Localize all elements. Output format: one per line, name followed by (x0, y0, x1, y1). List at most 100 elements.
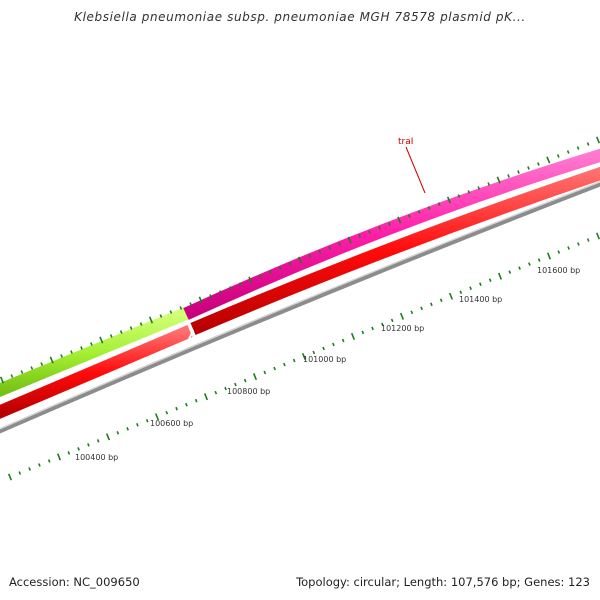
scale-tick (308, 254, 312, 258)
position-label-100800: 100800 bp (227, 387, 270, 396)
scale-tick (318, 250, 322, 254)
position-label-101400: 101400 bp (459, 295, 502, 304)
gene-forward-green (0, 306, 190, 397)
scale-tick (126, 427, 129, 431)
scale-tick (546, 156, 551, 164)
outer-scale-ticks (0, 136, 600, 384)
scale-tick (105, 433, 111, 441)
scale-tick (0, 376, 5, 384)
scale-tick (427, 206, 431, 210)
scale-tick (38, 463, 41, 467)
topology-summary-text: Topology: circular; Length: 107,576 bp; … (296, 575, 590, 589)
scale-tick (283, 362, 286, 367)
scale-tick (312, 350, 316, 355)
scale-tick (49, 356, 54, 364)
map-title: Klebsiella pneumoniae subsp. pneumoniae … (74, 10, 526, 24)
scale-tick (388, 222, 391, 226)
scale-tick (381, 322, 384, 327)
scale-tick (350, 332, 356, 340)
scale-tick (430, 302, 433, 307)
scale-tick (518, 266, 521, 270)
scale-tick (358, 234, 361, 238)
scale-tick (252, 373, 258, 381)
scale-tick (169, 310, 173, 314)
gene-reverse-red-left (0, 325, 193, 419)
scale-tick (469, 286, 472, 290)
backbone-highlight (0, 181, 600, 430)
scale-tick (420, 306, 423, 311)
scale-tick (557, 250, 561, 254)
scale-tick (488, 278, 492, 282)
scale-tick (487, 182, 491, 186)
scale-tick (70, 350, 73, 354)
scale-tick (397, 216, 402, 224)
scale-tick (80, 346, 83, 350)
scale-tick (28, 467, 31, 471)
scale-tick (368, 230, 371, 234)
gene-forward-pink-trai (183, 148, 600, 320)
scale-tick (109, 334, 113, 338)
scale-tick (154, 413, 160, 421)
scale-tick (378, 226, 381, 230)
position-label-101000: 101000 bp (303, 355, 346, 364)
backbone-line (0, 181, 600, 434)
scale-tick (567, 246, 570, 250)
scale-tick (30, 366, 34, 370)
scale-tick (347, 236, 352, 244)
scale-tick (371, 326, 374, 331)
gene-boundary-notch (187, 321, 195, 340)
scale-tick (517, 170, 520, 174)
scale-tick (99, 336, 104, 344)
scale-tick (219, 290, 222, 294)
scale-tick (40, 362, 44, 366)
scale-tick (508, 270, 512, 274)
scale-tick (47, 459, 51, 463)
scale-tick (129, 326, 133, 330)
scale-tick (527, 166, 530, 170)
scale-tick (258, 274, 262, 278)
scale-tick (189, 302, 193, 306)
accession-text: Accession: NC_009650 (9, 575, 140, 589)
scale-tick (60, 354, 63, 358)
scale-tick (234, 382, 237, 387)
scale-tick (243, 378, 247, 383)
scale-tick (477, 186, 481, 190)
scale-tick (139, 322, 143, 326)
scale-tick (576, 146, 580, 150)
scale-tick (268, 270, 272, 274)
scale-tick (18, 471, 22, 475)
scale-tick (297, 256, 303, 264)
scale-tick (390, 318, 394, 323)
scale-tick (417, 210, 421, 214)
scale-tick (410, 310, 414, 315)
scale-tick (496, 176, 501, 184)
scale-tick (292, 358, 296, 363)
scale-tick (90, 342, 93, 346)
scale-tick (537, 162, 540, 166)
scale-tick (332, 342, 335, 347)
position-label-101200: 101200 bp (381, 324, 424, 333)
scale-tick (448, 292, 454, 300)
scale-tick (56, 453, 62, 461)
scale-tick (437, 202, 441, 206)
gene-label-trai: traI (398, 137, 413, 147)
scale-tick (497, 272, 503, 280)
scale-tick (145, 418, 149, 423)
scale-tick (87, 443, 90, 447)
scale-tick (537, 258, 541, 262)
scale-tick (322, 346, 325, 351)
scale-tick (459, 290, 463, 295)
scale-tick (595, 232, 600, 240)
trai-leader-line (405, 146, 426, 194)
scale-tick (203, 393, 209, 401)
scale-tick (248, 276, 253, 284)
scale-tick (10, 374, 14, 378)
scale-tick (77, 447, 80, 451)
scale-tick (566, 150, 570, 154)
scale-tick (20, 370, 24, 374)
scale-tick (341, 338, 345, 343)
scale-tick (528, 262, 531, 266)
scale-tick (595, 136, 600, 144)
position-label-101600: 101600 bp (537, 266, 580, 275)
scale-tick (586, 238, 590, 242)
